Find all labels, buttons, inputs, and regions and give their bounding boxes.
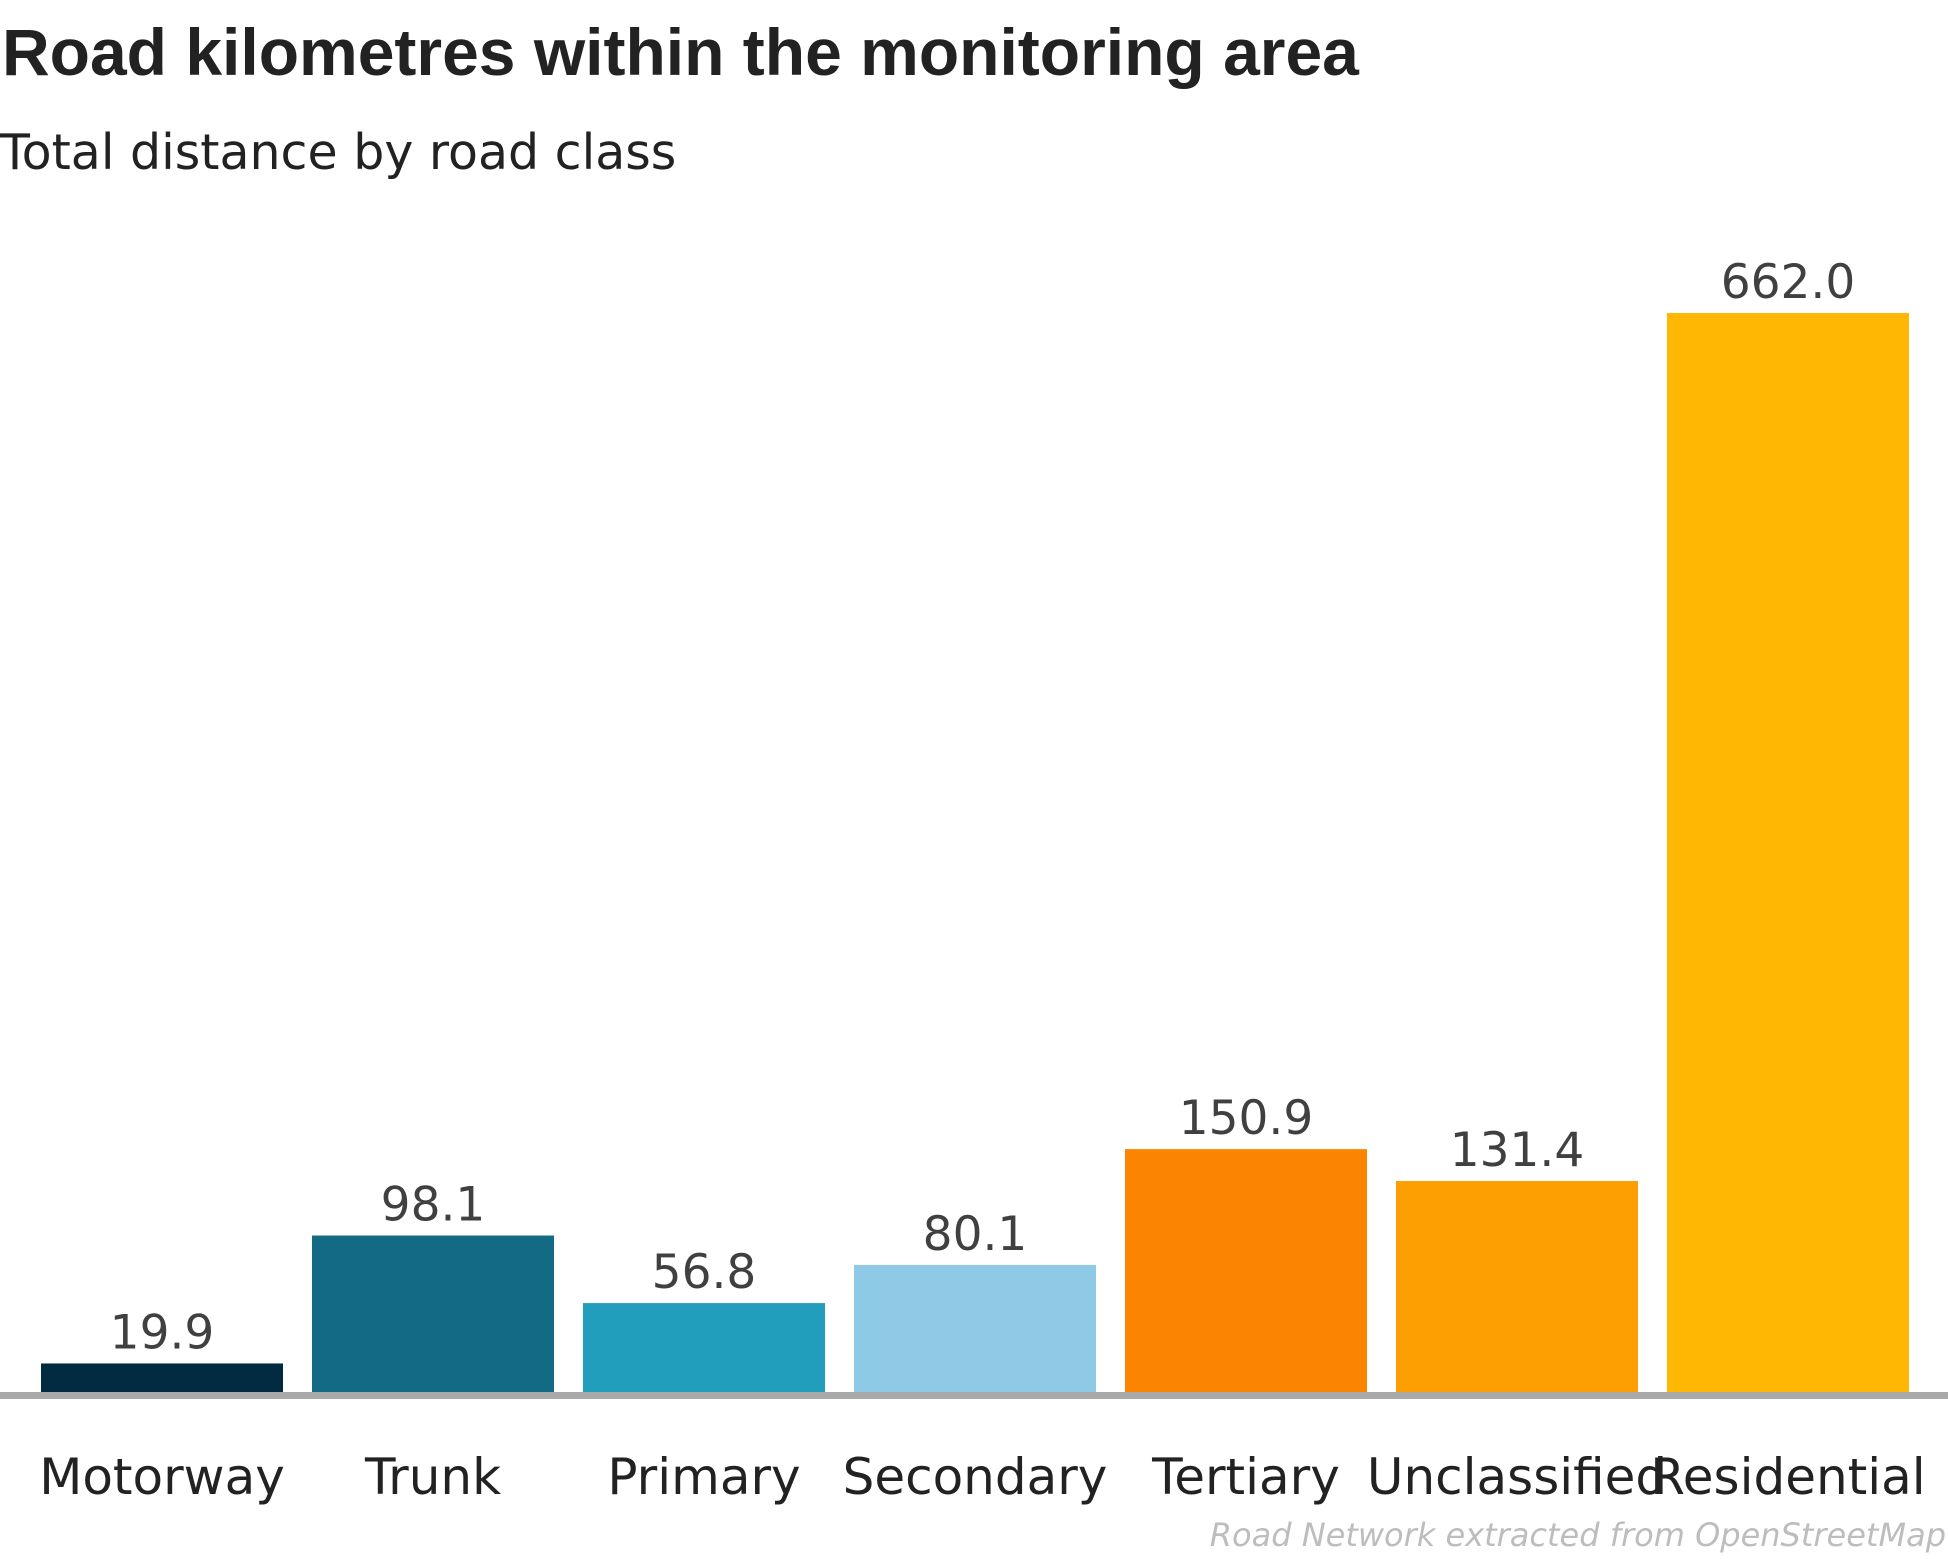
value-label-residential: 662.0 xyxy=(1721,255,1856,310)
category-label-tertiary: Tertiary xyxy=(1151,1448,1340,1506)
value-label-primary: 56.8 xyxy=(652,1245,757,1300)
chart-title: Road kilometres within the monitoring ar… xyxy=(2,15,1359,89)
bar-secondary xyxy=(854,1264,1096,1396)
value-labels-group: 19.9 98.1 56.8 80.1 150.9 131.4 662.0 xyxy=(110,255,1856,1360)
value-label-motorway: 19.9 xyxy=(110,1305,215,1360)
chart-subtitle: Total distance by road class xyxy=(0,124,677,181)
x-axis-baseline xyxy=(0,1392,1948,1399)
value-label-secondary: 80.1 xyxy=(923,1207,1028,1262)
category-label-secondary: Secondary xyxy=(843,1448,1108,1506)
bar-motorway xyxy=(41,1363,283,1396)
bars-group xyxy=(41,313,1909,1396)
category-label-trunk: Trunk xyxy=(364,1448,501,1506)
source-caption: Road Network extracted from OpenStreetMa… xyxy=(1209,1516,1946,1554)
value-label-trunk: 98.1 xyxy=(381,1178,486,1233)
bar-trunk xyxy=(312,1235,554,1396)
bar-residential xyxy=(1667,313,1909,1396)
category-label-residential: Residential xyxy=(1650,1448,1925,1506)
category-label-primary: Primary xyxy=(607,1448,800,1506)
value-label-unclassified: 131.4 xyxy=(1450,1123,1585,1178)
category-label-motorway: Motorway xyxy=(39,1448,285,1506)
category-labels-group: Motorway Trunk Primary Secondary Tertiary Unc… xyxy=(39,1448,1926,1506)
value-label-tertiary: 150.9 xyxy=(1179,1091,1314,1146)
bar-primary xyxy=(583,1303,825,1396)
bar-unclassified xyxy=(1396,1181,1638,1396)
bar-tertiary xyxy=(1125,1149,1367,1396)
category-label-unclassified: Unclassified xyxy=(1367,1448,1667,1506)
